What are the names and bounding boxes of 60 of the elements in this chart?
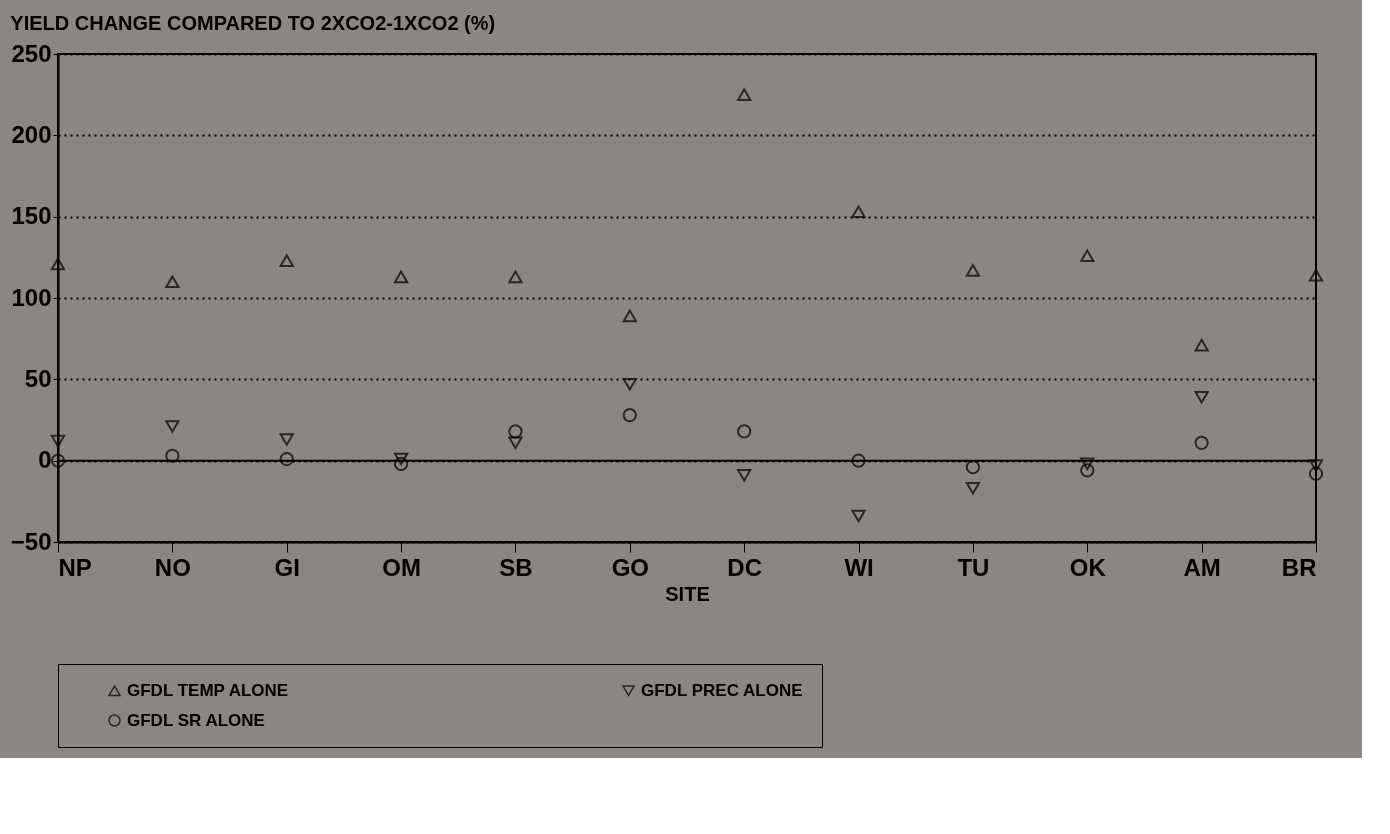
point: [965, 482, 981, 495]
point: [1194, 338, 1209, 352]
point: [622, 377, 637, 391]
point: [1080, 457, 1095, 471]
y-tick-label: 0: [38, 446, 52, 474]
legend-label: GFDL TEMP ALONE: [127, 680, 289, 700]
point: [622, 309, 637, 323]
point: [165, 275, 180, 289]
x-tick-label: GO: [611, 553, 649, 581]
y-tick-label: 250: [11, 39, 52, 67]
point: [1080, 463, 1095, 478]
point: [1080, 249, 1095, 263]
x-tick-label: DC: [727, 553, 763, 581]
point: [1194, 390, 1209, 404]
x-tick-label: BR: [1281, 553, 1317, 581]
point: [508, 424, 523, 439]
point: [1308, 459, 1324, 472]
y-tick-label: 100: [11, 283, 52, 311]
point: [622, 408, 637, 423]
x-tick-label: SB: [499, 553, 533, 581]
point: [165, 448, 180, 463]
point: [1308, 466, 1324, 481]
point: [965, 460, 981, 475]
y-tick-label: 50: [24, 364, 52, 392]
chart-title: YIELD CHANGE COMPARED TO 2XCO2-1XCO2 (%): [10, 12, 496, 34]
x-tick-label: AM: [1183, 553, 1221, 581]
x-tick-label: NP: [58, 553, 92, 581]
point: [50, 453, 66, 468]
legend-label: GFDL SR ALONE: [127, 710, 265, 730]
point: [508, 436, 523, 450]
x-tick-label: WI: [844, 553, 874, 581]
point: [50, 257, 66, 271]
point: [737, 88, 752, 101]
x-axis-title: SITE: [665, 582, 710, 605]
point: [1308, 268, 1324, 282]
point: [965, 264, 981, 277]
x-tick-label: NO: [154, 553, 191, 581]
point: [851, 509, 866, 523]
x-tick-label: OM: [382, 553, 421, 581]
point: [737, 469, 752, 482]
x-tick-label: OK: [1069, 553, 1107, 581]
x-tick-label: TU: [957, 553, 990, 581]
point: [737, 424, 752, 439]
point: [1194, 435, 1209, 450]
point: [393, 456, 409, 472]
point: [50, 434, 66, 448]
point: [165, 420, 180, 433]
point: [851, 205, 866, 219]
legend-label: GFDL PREC ALONE: [641, 680, 803, 700]
point: [279, 254, 294, 267]
y-tick-label: 200: [11, 120, 52, 148]
y-tick-label: −50: [10, 527, 52, 555]
point: [279, 433, 294, 446]
point: [851, 453, 866, 468]
y-tick-label: 150: [11, 202, 52, 230]
point: [508, 270, 523, 284]
x-tick-label: GI: [274, 553, 300, 581]
point: [393, 270, 409, 284]
point: [393, 452, 409, 466]
point: [279, 451, 294, 467]
